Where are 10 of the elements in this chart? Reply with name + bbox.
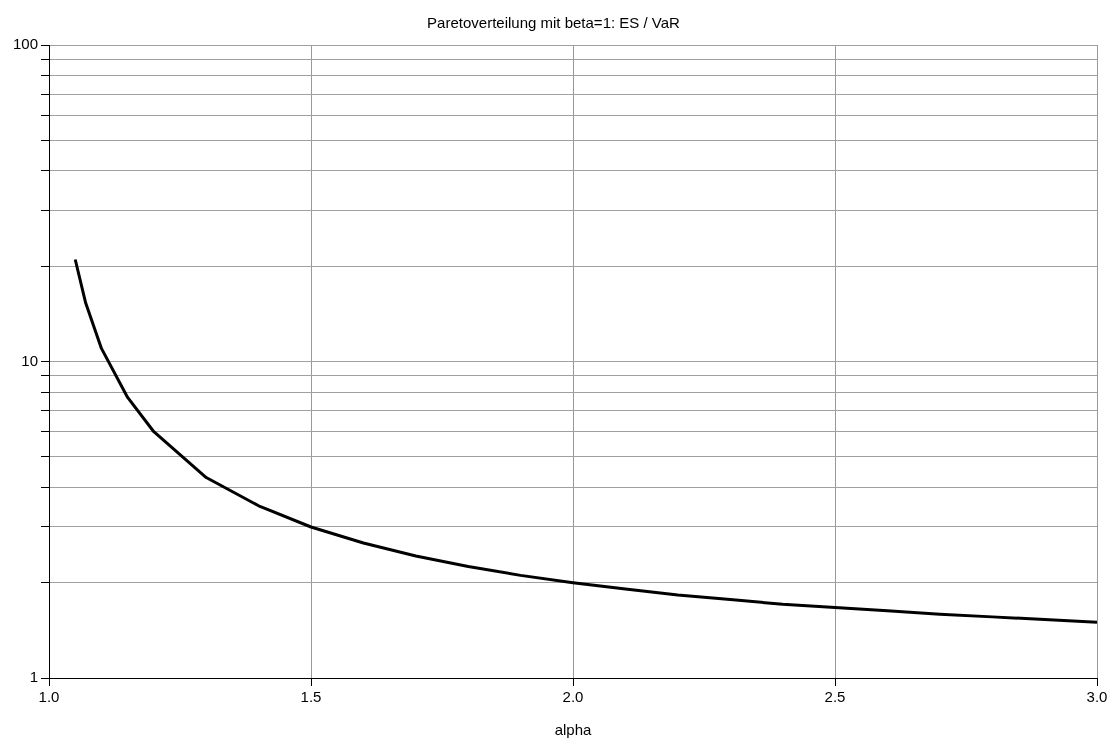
x-tick-label: 2.0 (562, 688, 584, 706)
x-tick-label: 3.0 (1086, 688, 1108, 706)
y-tick-label: 100 (13, 35, 39, 53)
x-axis-title: alpha (554, 721, 593, 739)
y-tick-label: 1 (29, 668, 39, 686)
x-tick-label: 1.5 (300, 688, 322, 706)
chart-title: Paretoverteilung mit beta=1: ES / VaR (427, 14, 681, 32)
x-tick-label: 1.0 (38, 688, 60, 706)
x-tick-label: 2.5 (824, 688, 846, 706)
y-tick-label: 10 (21, 351, 39, 369)
